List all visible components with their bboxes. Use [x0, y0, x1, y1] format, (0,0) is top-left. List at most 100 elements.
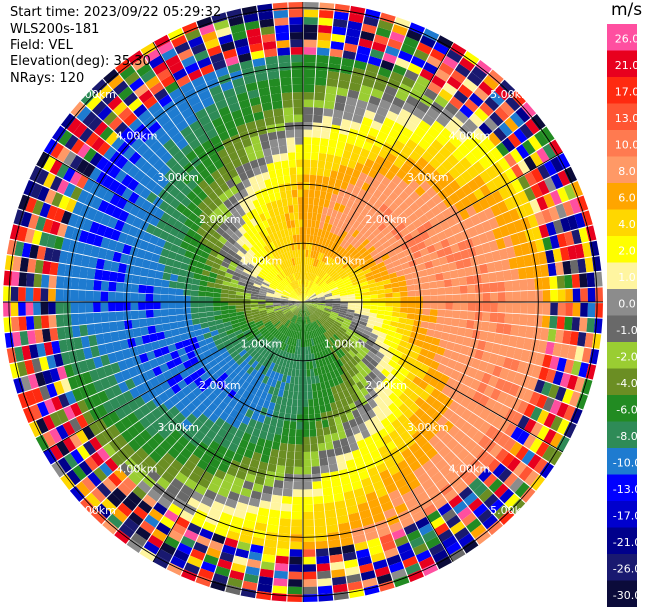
- radar-gate: [187, 555, 203, 568]
- radar-gate: [509, 498, 526, 515]
- radar-gate: [270, 146, 280, 156]
- radar-gate: [288, 304, 296, 308]
- radar-gate: [48, 314, 57, 328]
- radar-gate: [445, 541, 462, 556]
- radar-gate: [432, 549, 449, 563]
- radar-gate: [158, 255, 168, 265]
- radar-gate: [361, 238, 370, 247]
- radar-gate: [310, 304, 318, 308]
- radar-gate: [375, 317, 384, 324]
- radar-gate: [412, 250, 423, 259]
- range-ring-label: 2.00km: [199, 379, 241, 392]
- radar-gate: [250, 490, 262, 500]
- radar-gate: [335, 195, 344, 204]
- radar-gate: [569, 331, 579, 346]
- radar-gate: [224, 240, 234, 249]
- radar-gate: [213, 338, 223, 346]
- radar-gate: [186, 391, 197, 402]
- radar-gate: [253, 371, 262, 380]
- radar-gate: [442, 271, 452, 280]
- radar-gate: [303, 429, 310, 437]
- radar-gate: [232, 201, 242, 211]
- radar-gate: [27, 330, 37, 345]
- radar-gate: [391, 316, 400, 323]
- radar-gate: [50, 396, 63, 411]
- radar-gate: [22, 406, 36, 424]
- radar-gate: [242, 363, 251, 372]
- radar-gate: [228, 309, 237, 314]
- radar-gate: [473, 482, 488, 498]
- radar-gate: [292, 504, 303, 512]
- radar-gate: [200, 322, 209, 329]
- radar-gate: [437, 287, 446, 295]
- radar-gate: [268, 261, 275, 269]
- radar-gate: [231, 77, 245, 88]
- radar-gate: [367, 350, 376, 359]
- radar-gate: [140, 392, 152, 404]
- radar-gate: [245, 81, 258, 92]
- radar-gate: [31, 387, 44, 404]
- radar-gate: [480, 273, 490, 284]
- radar-gate: [165, 54, 181, 68]
- radar-gate: [482, 302, 491, 312]
- radar-gate: [483, 473, 498, 488]
- radar-gate: [318, 24, 333, 34]
- radar-gate: [369, 312, 378, 318]
- radar-gate: [505, 346, 516, 359]
- radar-gate: [273, 294, 282, 298]
- radar-gate: [329, 170, 338, 179]
- radar-gate: [447, 333, 457, 343]
- radar-gate: [293, 257, 298, 266]
- radar-gate: [367, 319, 376, 326]
- radar-gate: [198, 296, 206, 302]
- radar-gate: [336, 375, 344, 385]
- radar-gate: [513, 219, 525, 233]
- radar-gate: [204, 336, 214, 345]
- radar-gate: [279, 518, 291, 527]
- radar-gate: [514, 482, 530, 498]
- radar-gate: [127, 471, 142, 486]
- radar-gate: [378, 347, 388, 356]
- radar-gate: [313, 329, 319, 338]
- radar-gate: [303, 294, 305, 302]
- radar-gate: [401, 334, 410, 343]
- radar-gate: [245, 408, 254, 419]
- colorbar-tick-label: 2.0: [618, 245, 636, 258]
- radar-gate: [274, 17, 289, 26]
- radar-gate: [225, 144, 236, 155]
- radar-gate: [274, 191, 282, 201]
- radar-gate: [421, 314, 430, 322]
- radar-gate: [106, 374, 118, 387]
- radar-gate: [272, 231, 279, 241]
- radar-gate: [293, 289, 299, 297]
- radar-gate: [481, 137, 496, 151]
- radar-gate: [307, 257, 311, 265]
- radar-gate: [145, 412, 157, 425]
- radar-gate: [136, 208, 148, 220]
- colorbar-tick-label: -26.0: [613, 563, 641, 576]
- radar-gate: [237, 317, 246, 323]
- radar-gate: [300, 287, 303, 295]
- radar-gate: [382, 279, 392, 285]
- radar-gate: [406, 284, 415, 292]
- radar-gate: [201, 470, 214, 483]
- radar-gate: [347, 89, 360, 100]
- radar-gate: [266, 308, 274, 312]
- radar-gate: [403, 387, 414, 398]
- radar-gate: [423, 61, 438, 75]
- radar-gate: [197, 190, 208, 201]
- radar-gate: [400, 516, 415, 529]
- radar-gate: [572, 288, 581, 302]
- radar-gate: [229, 336, 238, 343]
- radar-gate: [275, 322, 282, 329]
- radar-gate: [298, 287, 302, 295]
- radar-gate: [231, 562, 246, 574]
- colorbar-tick-label: -13.0: [613, 483, 641, 496]
- radar-gate: [310, 300, 318, 302]
- radar-gate: [384, 547, 399, 559]
- radar-gate: [281, 306, 289, 310]
- radar-gate: [467, 311, 476, 321]
- radar-gate: [422, 459, 435, 472]
- radar-gate: [413, 386, 425, 397]
- radar-gate: [549, 315, 558, 329]
